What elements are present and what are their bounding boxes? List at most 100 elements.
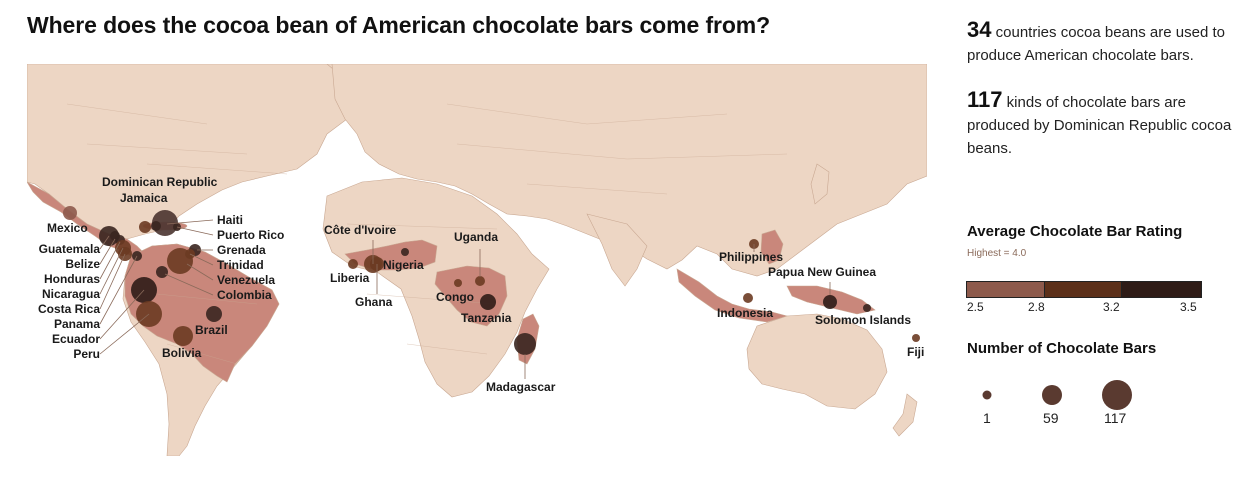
country-label-ghana: Ghana [355,295,393,309]
country-label-solomon-islands: Solomon Islands [815,313,911,327]
size-legend-label: 1 [983,410,991,426]
country-label-colombia: Colombia [217,288,272,302]
country-label-peru: Peru [73,347,100,361]
bubble-tanzania[interactable] [480,294,496,310]
country-label-haiti: Haiti [217,213,243,227]
leader-line-colombia [164,273,214,296]
leader-line-ecuador [99,289,145,340]
bubble-congo[interactable] [454,279,462,287]
bubble-brazil[interactable] [206,306,222,322]
bubble-uganda[interactable] [475,276,485,286]
country-label-liberia: Liberia [330,271,370,285]
leader-line-guatemala [99,235,110,250]
country-label-uganda: Uganda [454,230,498,244]
land-new-zealand [892,393,918,437]
stat-dominican-text: kinds of chocolate bars are produced by … [967,94,1232,157]
land-africa [322,177,550,398]
country-label-brazil: Brazil [195,323,228,337]
country-label-papua-new-guinea: Papua New Guinea [768,265,876,279]
bubble-colombia[interactable] [156,266,168,278]
country-label-dominican-republic: Dominican Republic [102,175,218,189]
rating-segment-mid [1044,282,1122,297]
country-label-bolivia: Bolivia [162,346,202,360]
rating-tick: 2.8 [1028,300,1045,314]
rating-tick: 2.5 [967,300,984,314]
bubble-papua-new-guinea[interactable] [823,295,837,309]
leader-line-haiti [166,219,214,225]
country-label-puerto-rico: Puerto Rico [217,228,284,242]
land-australia [746,313,888,410]
rating-tick: 3.2 [1103,300,1120,314]
bubble-haiti[interactable] [151,221,161,231]
bubble-indonesia[interactable] [743,293,753,303]
bubble-liberia[interactable] [348,259,358,269]
rating-legend-subtitle: Highest = 4.0 [967,248,1027,259]
bubble-venezuela[interactable] [167,248,193,274]
rating-segment-high [1121,282,1201,297]
leader-line-honduras [99,241,121,280]
country-label-belize: Belize [65,257,100,271]
chart-title: Where does the cocoa bean of American ch… [27,12,771,38]
country-label-costa-rica: Costa Rica [38,302,100,316]
bubble-solomon-islands[interactable] [863,304,871,312]
bubble-madagascar[interactable] [514,333,536,355]
leader-line-trinidad [189,253,214,266]
land-layer [27,64,927,456]
country-label-venezuela: Venezuela [217,273,275,287]
land-india [586,213,648,287]
country-label-trinidad: Trinidad [217,258,264,272]
country-label-nicaragua: Nicaragua [42,287,100,301]
land-central-africa-producers [434,265,508,327]
size-legend-title: Number of Chocolate Bars [967,340,1157,357]
country-label-madagascar: Madagascar [486,380,556,394]
bubble-fiji[interactable] [912,334,920,342]
bubble-nigeria[interactable] [401,248,409,256]
country-label-congo: Congo [436,290,474,304]
leader-line-panama [99,255,138,325]
leader-line-nicaragua [99,247,124,295]
bubble-mexico[interactable] [63,206,77,220]
rating-segment-low [967,282,1045,297]
country-label-c-te-d-ivoire: Côte d'Ivoire [324,223,397,237]
leader-layer [99,219,831,379]
stat-countries-number: 34 [967,17,992,42]
rating-legend-title: Average Chocolate Bar Rating [967,223,1183,240]
world-map: Dominican Republic Jamaica Haiti Puerto Ric… [27,64,927,456]
country-label-philippines: Philippines [719,250,783,264]
country-label-jamaica: Jamaica [120,191,168,205]
leader-line-venezuela [186,263,214,281]
country-label-mexico: Mexico [47,221,88,235]
country-label-guatemala: Guatemala [39,242,101,256]
country-label-nigeria: Nigeria [383,258,424,272]
leader-line-puerto-rico [176,226,214,236]
size-legend-bubbles [982,380,1132,410]
leader-line-belize [99,238,116,265]
size-legend-bubble-large [1102,380,1132,410]
country-label-tanzania: Tanzania [461,311,512,325]
leader-line-costa-rica [99,253,126,310]
size-legend-bubble-small [982,390,992,400]
size-legend-label: 117 [1104,410,1127,426]
country-label-indonesia: Indonesia [717,306,773,320]
land-south-america-producers [124,243,280,383]
stat-countries-text: countries cocoa beans are used to produc… [967,24,1225,64]
stat-countries: 34 countries cocoa beans are used to pro… [967,18,1252,67]
bubble-bolivia[interactable] [173,326,193,346]
country-borders [66,103,788,365]
size-legend-label: 59 [1043,410,1059,426]
country-label-fiji: Fiji [907,345,924,359]
bubble-jamaica[interactable] [139,221,151,233]
size-legend-bubble-medium [1042,385,1062,405]
stat-dominican-number: 117 [967,87,1003,112]
land-japan [810,163,830,205]
rating-tick: 3.5 [1180,300,1197,314]
leader-line-peru [99,313,150,355]
land-philippines [760,229,784,265]
stat-dominican: 117 kinds of chocolate bars are produced… [967,88,1252,160]
country-label-honduras: Honduras [44,272,100,286]
rating-legend-bar [966,281,1202,298]
country-label-panama: Panama [54,317,100,331]
country-label-grenada: Grenada [217,243,266,257]
